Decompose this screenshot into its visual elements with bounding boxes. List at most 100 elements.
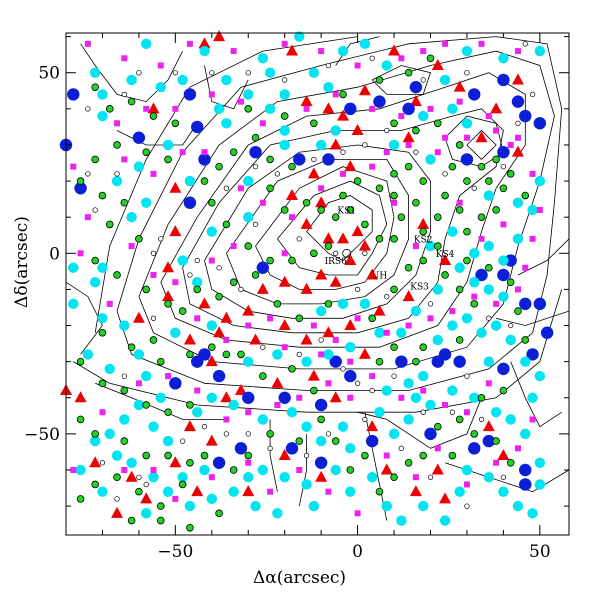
point-circle-83	[512, 500, 524, 512]
point-square-5	[281, 40, 288, 47]
point-square-24	[456, 98, 463, 105]
plot-frame	[65, 32, 570, 536]
point-circle-small-123	[397, 213, 406, 221]
point-circle-small-68	[273, 300, 282, 308]
point-triangle-72	[409, 485, 422, 497]
point-circle-29	[97, 262, 108, 273]
point-circle-12	[97, 110, 108, 122]
point-circle-98	[403, 378, 414, 389]
point-circle-small-108	[288, 162, 296, 171]
point-circle-open-49	[529, 91, 536, 98]
point-circle-small-12	[105, 220, 114, 229]
point-square-1	[121, 55, 128, 62]
point-circle-small-135	[433, 119, 442, 128]
contour-line-3	[226, 159, 409, 305]
point-circle-open-24	[267, 445, 273, 451]
point-circle-open-53	[245, 70, 251, 76]
point-circle-open-68	[333, 250, 339, 256]
point-circle-open-54	[282, 77, 288, 83]
point-circle-small-23	[120, 386, 129, 395]
point-circle-open-21	[201, 424, 208, 430]
point-circle-56	[330, 464, 341, 476]
point-circle-open-16	[449, 409, 456, 415]
point-circle-large-2	[74, 182, 87, 195]
point-circle-153	[512, 197, 524, 208]
point-triangle-77	[439, 254, 452, 266]
point-circle-open-6	[216, 265, 222, 271]
irs6-marker	[342, 248, 352, 258]
point-circle-large-49	[482, 434, 496, 448]
point-circle-2	[257, 53, 269, 64]
contour-line-13	[510, 361, 562, 428]
source-label-2: KS4	[436, 250, 455, 260]
point-circle-small-131	[404, 68, 413, 77]
point-circle-large-10	[322, 153, 335, 166]
point-circle-small-15	[113, 271, 121, 279]
point-circle-small-64	[193, 285, 202, 294]
point-circle-84	[527, 508, 538, 519]
point-circle-open-26	[325, 431, 332, 437]
point-square-15	[172, 105, 179, 112]
point-circle-small-147	[477, 393, 486, 402]
point-triangle-21	[315, 196, 328, 208]
point-square-31	[237, 185, 244, 192]
point-circle-small-125	[390, 191, 398, 200]
contour-line-11	[94, 36, 358, 333]
point-circle-93	[410, 392, 422, 403]
point-circle-small-0	[91, 83, 99, 91]
point-circle-small-141	[463, 256, 471, 265]
point-triangle-71	[380, 463, 393, 475]
point-circle-150	[140, 197, 152, 208]
point-circle-9	[534, 45, 546, 57]
point-circle-97	[381, 385, 392, 396]
point-circle-small-104	[317, 206, 325, 214]
point-circle-108	[527, 392, 538, 403]
point-square-2	[157, 62, 164, 69]
point-circle-large-26	[519, 297, 532, 311]
point-circle-large-40	[212, 369, 226, 383]
point-circle-open-35	[150, 315, 157, 321]
point-circle-large-24	[497, 268, 510, 282]
point-triangle-67	[242, 485, 255, 497]
point-circle-large-34	[395, 355, 408, 368]
point-circle-34	[119, 320, 130, 331]
point-circle-132	[206, 320, 217, 331]
point-circle-small-151	[448, 451, 457, 460]
point-square-72	[420, 387, 427, 394]
point-triangle-55	[329, 391, 342, 403]
point-square-13	[114, 120, 121, 127]
contour-line-27	[335, 36, 380, 66]
point-square-57	[449, 308, 456, 315]
point-circle-small-145	[521, 336, 530, 344]
point-circle-50	[257, 414, 269, 425]
point-circle-82	[498, 486, 509, 497]
point-circle-large-46	[314, 456, 328, 469]
point-square-42	[507, 141, 514, 148]
point-square-84	[325, 488, 332, 495]
point-square-29	[179, 149, 186, 156]
point-circle-large-27	[533, 297, 547, 311]
point-triangle-14	[511, 145, 524, 157]
point-circle-154	[483, 190, 495, 201]
point-circle-18	[308, 67, 320, 78]
point-circle-119	[425, 240, 436, 252]
point-circle-120	[432, 284, 443, 295]
point-circle-small-86	[441, 191, 449, 200]
point-circle-open-62	[486, 315, 492, 321]
point-circle-89	[490, 407, 502, 418]
point-circle-open-58	[464, 70, 470, 76]
point-circle-142	[126, 211, 137, 223]
point-circle-small-144	[514, 307, 522, 315]
point-square-22	[398, 113, 405, 120]
point-triangle-46	[373, 304, 386, 316]
point-circle-open-23	[245, 431, 251, 437]
point-circle-large-45	[285, 442, 299, 455]
point-square-9	[420, 48, 427, 55]
point-circle-open-64	[464, 373, 470, 379]
point-triangle-11	[511, 73, 524, 85]
point-circle-small-14	[91, 256, 99, 265]
point-circle-open-43	[384, 127, 390, 134]
point-square-46	[194, 315, 201, 322]
point-circle-small-93	[463, 177, 471, 185]
point-circle-53	[315, 435, 327, 447]
